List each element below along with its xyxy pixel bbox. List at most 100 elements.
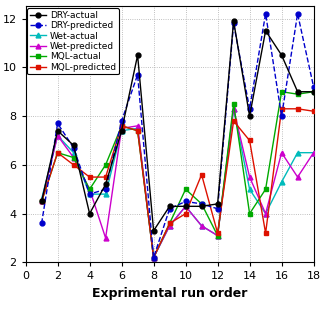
- DRY-actual: [216, 202, 220, 206]
- MQL-predicted: [312, 109, 316, 113]
- X-axis label: Exprimental run order: Exprimental run order: [92, 287, 247, 300]
- MQL-actual: [280, 90, 284, 94]
- Wet-predicted: [104, 236, 108, 240]
- MQL-predicted: [264, 231, 268, 235]
- DRY-actual: [248, 114, 252, 118]
- Wet-actual: [104, 192, 108, 196]
- MQL-predicted: [216, 231, 220, 235]
- MQL-predicted: [88, 175, 92, 179]
- Wet-predicted: [200, 224, 204, 228]
- Wet-actual: [56, 134, 60, 138]
- DRY-predicted: [104, 187, 108, 191]
- Wet-predicted: [264, 212, 268, 216]
- MQL-actual: [168, 221, 172, 225]
- Wet-predicted: [232, 107, 236, 111]
- Wet-actual: [152, 256, 156, 260]
- Wet-actual: [216, 234, 220, 237]
- MQL-predicted: [184, 212, 188, 216]
- DRY-predicted: [264, 12, 268, 16]
- DRY-actual: [72, 143, 76, 147]
- Wet-predicted: [56, 134, 60, 138]
- Wet-predicted: [136, 124, 140, 128]
- DRY-actual: [56, 129, 60, 133]
- Wet-predicted: [88, 187, 92, 191]
- Wet-predicted: [168, 224, 172, 228]
- MQL-predicted: [200, 173, 204, 177]
- MQL-predicted: [120, 124, 124, 128]
- MQL-actual: [216, 234, 220, 237]
- DRY-actual: [280, 53, 284, 57]
- Line: DRY-actual: DRY-actual: [39, 19, 316, 233]
- DRY-actual: [264, 29, 268, 33]
- Wet-actual: [280, 180, 284, 184]
- Wet-predicted: [40, 200, 44, 204]
- DRY-predicted: [232, 21, 236, 25]
- MQL-actual: [264, 187, 268, 191]
- Wet-actual: [296, 151, 300, 155]
- MQL-predicted: [232, 119, 236, 123]
- DRY-predicted: [72, 146, 76, 150]
- MQL-predicted: [152, 256, 156, 260]
- DRY-actual: [200, 204, 204, 208]
- Line: MQL-actual: MQL-actual: [39, 89, 316, 260]
- Wet-actual: [200, 224, 204, 228]
- DRY-predicted: [56, 122, 60, 125]
- DRY-predicted: [200, 202, 204, 206]
- MQL-actual: [136, 129, 140, 133]
- Wet-actual: [168, 224, 172, 228]
- MQL-actual: [120, 124, 124, 128]
- DRY-predicted: [88, 192, 92, 196]
- DRY-predicted: [168, 207, 172, 211]
- Wet-actual: [264, 212, 268, 216]
- Line: DRY-predicted: DRY-predicted: [39, 11, 316, 260]
- MQL-actual: [72, 156, 76, 159]
- Wet-predicted: [280, 151, 284, 155]
- Wet-predicted: [184, 204, 188, 208]
- MQL-actual: [152, 256, 156, 260]
- Wet-predicted: [72, 156, 76, 159]
- MQL-predicted: [56, 151, 60, 155]
- MQL-predicted: [72, 163, 76, 167]
- DRY-actual: [168, 204, 172, 208]
- DRY-predicted: [40, 221, 44, 225]
- MQL-actual: [296, 92, 300, 96]
- Legend: DRY-actual, DRY-predicted, Wet-actual, Wet-predicted, MQL-actual, MQL-predicted: DRY-actual, DRY-predicted, Wet-actual, W…: [28, 8, 119, 74]
- DRY-predicted: [184, 200, 188, 204]
- DRY-actual: [120, 129, 124, 133]
- DRY-actual: [40, 200, 44, 204]
- MQL-predicted: [296, 107, 300, 111]
- DRY-actual: [136, 53, 140, 57]
- MQL-predicted: [280, 107, 284, 111]
- MQL-predicted: [104, 175, 108, 179]
- Line: Wet-predicted: Wet-predicted: [39, 106, 316, 260]
- DRY-actual: [152, 229, 156, 233]
- MQL-actual: [56, 151, 60, 155]
- DRY-actual: [88, 212, 92, 216]
- DRY-actual: [104, 182, 108, 186]
- MQL-actual: [88, 187, 92, 191]
- Wet-actual: [40, 197, 44, 201]
- Line: MQL-predicted: MQL-predicted: [39, 106, 316, 260]
- Wet-actual: [312, 151, 316, 155]
- Wet-predicted: [120, 126, 124, 130]
- DRY-predicted: [296, 12, 300, 16]
- DRY-predicted: [312, 85, 316, 89]
- MQL-actual: [104, 163, 108, 167]
- DRY-predicted: [248, 107, 252, 111]
- Line: Wet-actual: Wet-actual: [39, 106, 316, 260]
- MQL-predicted: [248, 139, 252, 142]
- MQL-actual: [232, 102, 236, 106]
- Wet-actual: [136, 126, 140, 130]
- DRY-actual: [312, 90, 316, 94]
- DRY-actual: [296, 90, 300, 94]
- DRY-actual: [184, 204, 188, 208]
- MQL-actual: [184, 187, 188, 191]
- MQL-actual: [200, 202, 204, 206]
- DRY-predicted: [120, 119, 124, 123]
- MQL-actual: [40, 200, 44, 204]
- Wet-actual: [72, 151, 76, 155]
- MQL-predicted: [168, 221, 172, 225]
- DRY-predicted: [152, 256, 156, 260]
- Wet-actual: [248, 187, 252, 191]
- MQL-predicted: [136, 129, 140, 133]
